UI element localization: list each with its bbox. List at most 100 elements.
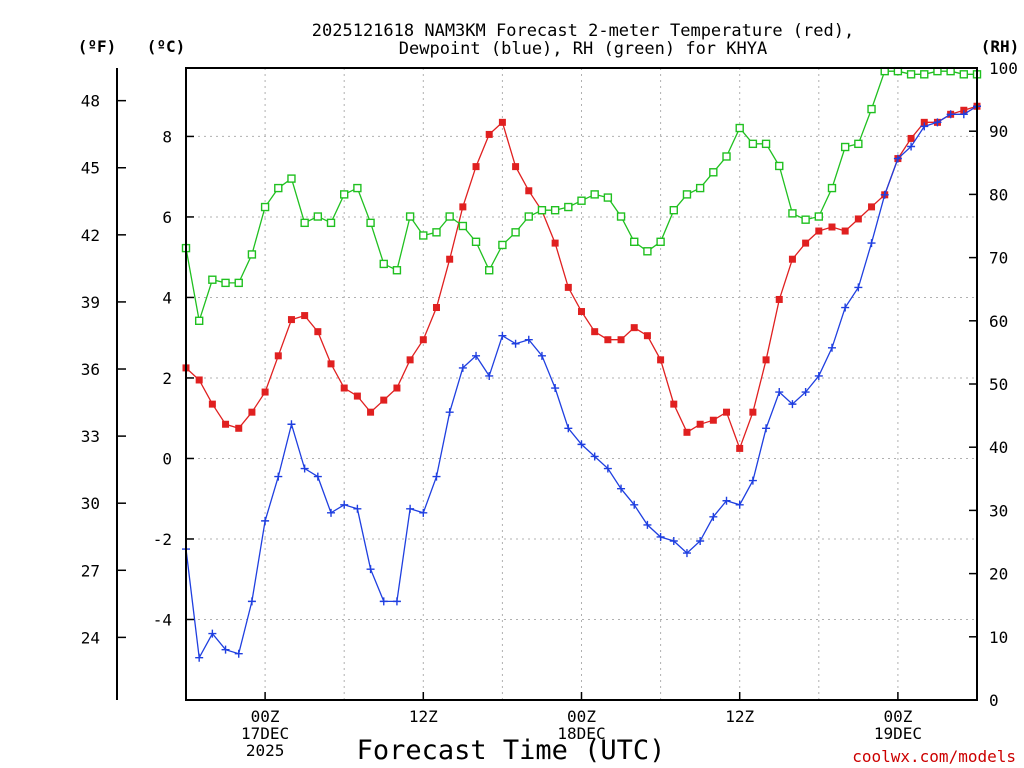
rh-tick-label: 60 [989, 312, 1008, 331]
rh-point [340, 190, 349, 199]
temperature-point [498, 118, 506, 126]
temperature-point [617, 336, 625, 344]
temperature-point [301, 312, 309, 320]
celsius-tick-label: -4 [153, 610, 172, 629]
rh-tick-label: 20 [989, 565, 1008, 584]
temperature-point [393, 384, 401, 392]
x-tick-label: 00Z [883, 707, 912, 726]
dewpoint-point [775, 388, 784, 397]
dewpoint-point [524, 335, 533, 344]
temperature-point [960, 106, 968, 114]
rh-point [260, 202, 270, 212]
temperature-point [630, 324, 638, 332]
rh-point [392, 266, 402, 275]
rh-point [326, 218, 336, 228]
rh-point [748, 139, 758, 149]
x-tick-label: 12Z [725, 707, 754, 726]
rh-tick-label: 30 [989, 501, 1008, 520]
rh-point [722, 152, 731, 161]
dewpoint-point [748, 476, 757, 485]
temperature-point [472, 163, 480, 171]
temperature-point [907, 134, 915, 142]
temperature-point [367, 408, 375, 416]
temperature-point [788, 255, 796, 263]
dewpoint-point [564, 424, 573, 433]
temperature-point [274, 352, 282, 360]
temperature-point [235, 424, 243, 432]
rh-point [788, 209, 797, 218]
dewpoint-point [762, 424, 771, 433]
plot-frame [185, 67, 978, 701]
fahrenheit-tick-label: 42 [81, 226, 100, 245]
temperature-point [459, 203, 467, 211]
rh-point [234, 278, 243, 288]
rh-series [181, 66, 982, 325]
dewpoint-point [801, 388, 810, 397]
rh-point [313, 212, 323, 221]
celsius-tick-label: 0 [162, 449, 172, 468]
temperature-point [327, 360, 335, 368]
rh-point [709, 168, 718, 177]
temperature-point [314, 328, 322, 336]
rh-point [920, 70, 929, 79]
x-tick-label: 00Z [251, 707, 280, 726]
dewpoint-point [432, 472, 441, 481]
dewpoint-point [234, 649, 243, 658]
dewpoint-point [511, 339, 520, 348]
rh-unit-label: (RH) [981, 37, 1020, 56]
rh-point [854, 139, 863, 149]
x-tick-label: 17DEC [241, 724, 289, 743]
dewpoint-point [682, 549, 691, 558]
fahrenheit-tick-label: 27 [81, 561, 100, 580]
x-tick-label: 2025 [246, 741, 285, 760]
rh-point [300, 218, 309, 228]
chart-title-line2: Dewpoint (blue), RH (green) for KHYA [399, 39, 767, 59]
temperature-point [261, 388, 269, 396]
dewpoint-point [735, 500, 744, 509]
temperature-point [485, 130, 493, 138]
rh-point [485, 266, 494, 275]
rh-point [840, 142, 850, 152]
rh-point [537, 205, 547, 215]
temperature-point [525, 187, 533, 195]
dewpoint-point [287, 420, 296, 429]
temperature-point [551, 239, 559, 247]
rh-point [498, 240, 507, 250]
dewpoint-point [709, 512, 718, 521]
celsius-tick-label: -2 [153, 530, 172, 549]
temperature-line [185, 105, 978, 451]
rh-tick-label: 90 [989, 122, 1008, 141]
rh-point [524, 212, 533, 221]
rh-point [643, 247, 652, 256]
dewpoint-point [867, 239, 876, 248]
fahrenheit-tick-label: 48 [81, 92, 100, 111]
rh-point [682, 190, 692, 199]
dewpoint-point [643, 520, 652, 529]
dewpoint-point [722, 496, 731, 505]
dewpoint-point [498, 331, 507, 340]
x-tick-label: 00Z [567, 707, 596, 726]
rh-point [735, 123, 744, 133]
dewpoint-point [814, 371, 823, 380]
dewpoint-point [327, 508, 336, 517]
dewpoint-point [854, 283, 863, 292]
temperature-point [419, 336, 427, 344]
rh-tick-label: 0 [989, 691, 999, 710]
fahrenheit-tick-label: 33 [81, 427, 100, 446]
dewpoint-point [472, 351, 481, 360]
rh-point [194, 316, 204, 325]
rh-point [814, 212, 823, 221]
temperature-point [287, 316, 295, 324]
temperature-point [657, 356, 665, 364]
dewpoint-point [445, 408, 454, 417]
temperature-point [512, 163, 520, 171]
x-tick-label: 19DEC [874, 724, 922, 743]
rh-point [867, 104, 876, 114]
rh-point [287, 174, 296, 183]
rh-point [221, 278, 230, 288]
rh-point [616, 212, 626, 221]
dewpoint-point [261, 516, 270, 525]
dewpoint-point [630, 500, 639, 509]
dewpoint-point [195, 653, 204, 662]
temperature-point [802, 239, 810, 247]
